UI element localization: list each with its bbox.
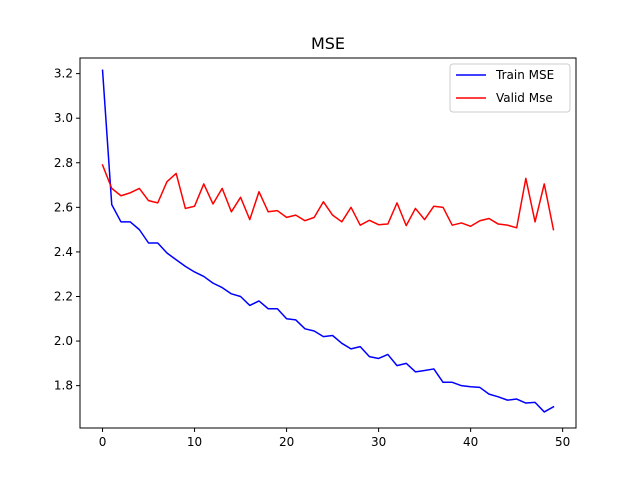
y-tick-label: 2.0 bbox=[54, 334, 73, 348]
y-tick-label: 1.8 bbox=[54, 379, 73, 393]
series-line-train-mse bbox=[101, 69, 555, 413]
x-tick-label: 10 bbox=[187, 435, 202, 449]
x-tick-label: 0 bbox=[99, 435, 107, 449]
y-tick-label: 2.4 bbox=[54, 245, 73, 259]
x-tick-label: 40 bbox=[463, 435, 478, 449]
y-tick-label: 2.2 bbox=[54, 289, 73, 303]
x-tick-label: 20 bbox=[279, 435, 294, 449]
axes-frame bbox=[79, 57, 577, 429]
x-tick-label: 50 bbox=[555, 435, 570, 449]
y-tick-label: 3.0 bbox=[54, 111, 73, 125]
axis-ticks: 0 10 20 30 40 50 1.8 2.0 2.2 2.4 2.6 2.8 3.0 3.2 bbox=[54, 67, 570, 449]
legend-box bbox=[449, 63, 571, 113]
legend: Train MSE Valid Mse bbox=[449, 63, 571, 113]
chart-title: MSE bbox=[311, 34, 345, 53]
x-tick-label: 30 bbox=[371, 435, 386, 449]
y-tick-label: 2.8 bbox=[54, 156, 73, 170]
legend-label-valid-mse: Valid Mse bbox=[496, 91, 553, 105]
legend-label-train-mse: Train MSE bbox=[495, 68, 554, 82]
plot-area bbox=[101, 69, 555, 413]
y-tick-label: 3.2 bbox=[54, 67, 73, 81]
y-tick-label: 2.6 bbox=[54, 200, 73, 214]
series-line-valid-mse bbox=[101, 164, 555, 231]
